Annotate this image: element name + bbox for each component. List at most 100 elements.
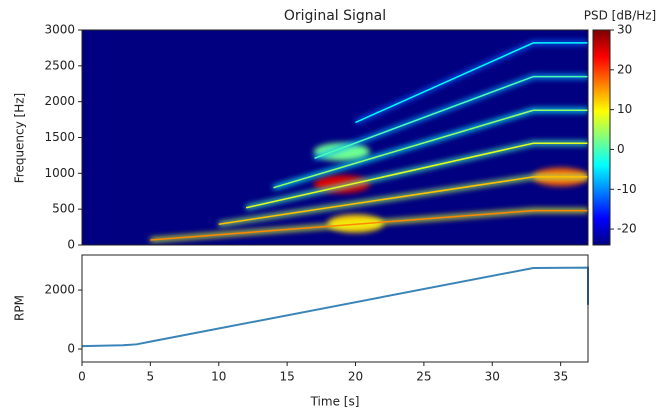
y-tick-label: 0 (67, 238, 75, 252)
y-tick-label: 500 (52, 202, 75, 216)
colorbar-cell (593, 49, 610, 52)
colorbar-cell (593, 131, 610, 134)
colorbar-cell (593, 193, 610, 197)
y-tick-label: 1000 (44, 166, 75, 180)
colorbar-cell (593, 236, 610, 240)
colorbar-cell (593, 189, 610, 192)
colorbar-cell (593, 92, 610, 95)
colorbar-cell (593, 62, 610, 65)
colorbar-cell (593, 70, 610, 74)
colorbar-cell (593, 45, 610, 48)
colorbar-tick-label: 20 (617, 62, 632, 76)
y-tick-label: 2000 (44, 283, 75, 297)
colorbar-cell (593, 124, 610, 128)
colorbar-cell (593, 128, 610, 132)
colorbar-cell (593, 126, 610, 130)
colorbar-label: PSD [dB/Hz] (584, 9, 657, 23)
colorbar-cell (593, 139, 610, 143)
colorbar-cell (593, 90, 610, 93)
colorbar-cell (593, 36, 610, 40)
background (82, 30, 588, 245)
colorbar-cell (593, 73, 610, 76)
y-axis-label: RPM (13, 295, 27, 321)
colorbar-tick-label: -10 (617, 182, 637, 196)
colorbar-cell (593, 208, 610, 212)
colorbar-cell (593, 94, 610, 98)
colorbar-cell (593, 107, 610, 111)
colorbar-cell (593, 143, 610, 147)
colorbar-cell (593, 34, 610, 37)
colorbar-cell (593, 204, 610, 207)
colorbar-cell (593, 171, 610, 175)
colorbar-cell (593, 176, 610, 179)
colorbar-tick-label: -20 (617, 222, 637, 236)
colorbar-cell (593, 212, 610, 216)
colorbar-cell (593, 182, 610, 186)
colorbar-cell (593, 240, 610, 244)
colorbar-cell (593, 163, 610, 166)
colorbar-cell (593, 206, 610, 209)
colorbar-cell (593, 184, 610, 188)
colorbar-cell (593, 195, 610, 199)
colorbar-cell (593, 109, 610, 113)
colorbar-cell (593, 156, 610, 160)
colorbar-cell (593, 77, 610, 80)
colorbar-tick-label: 10 (617, 102, 632, 116)
colorbar-cell (593, 167, 610, 171)
colorbar-cell (593, 105, 610, 108)
y-tick-label: 2500 (44, 58, 75, 72)
colorbar-cell (593, 221, 610, 224)
colorbar-cell (593, 229, 610, 233)
colorbar-tick-label: 30 (617, 23, 632, 37)
colorbar-cell (593, 202, 610, 205)
colorbar-cell (593, 141, 610, 145)
colorbar-cell (593, 32, 610, 35)
colorbar-cell (593, 42, 610, 46)
ridge-core (245, 142, 588, 209)
colorbar-cell (593, 133, 610, 136)
colorbar-cell (593, 64, 610, 68)
colorbar-tick-label: 0 (617, 142, 625, 156)
y-tick-label: 3000 (44, 23, 75, 37)
colorbar-cell (593, 55, 610, 59)
colorbar-cell (593, 100, 610, 104)
colorbar-cell (593, 225, 610, 229)
ridge-core (218, 176, 588, 225)
colorbar-cell (593, 169, 610, 173)
colorbar-cell (593, 81, 610, 85)
colorbar-cell (593, 217, 610, 220)
colorbar-cell (593, 242, 610, 246)
colorbar-cell (593, 66, 610, 70)
colorbar-cell (593, 98, 610, 102)
colorbar-cell (593, 96, 610, 100)
x-axis-label: Time [s] (310, 395, 360, 409)
colorbar-cell (593, 122, 610, 126)
colorbar-cell (593, 79, 610, 83)
colorbar-cell (593, 159, 610, 162)
colorbar-cell (593, 199, 610, 203)
colorbar-cell (593, 111, 610, 115)
line (81, 266, 589, 348)
colorbar-cell (593, 88, 610, 91)
colorbar-cell (593, 38, 610, 42)
colorbar-cell (593, 165, 610, 169)
colorbar-cell (593, 118, 610, 121)
hotspot (313, 142, 370, 161)
colorbar-cell (593, 47, 610, 50)
ridge-core (273, 109, 588, 189)
x-tick-label: 20 (348, 370, 363, 384)
colorbar-cell (593, 161, 610, 164)
x-tick-label: 5 (147, 370, 155, 384)
colorbar-cell (593, 150, 610, 154)
axes-frame (81, 254, 589, 363)
colorbar-cell (593, 238, 610, 242)
x-tick-label: 15 (279, 370, 294, 384)
colorbar-cell (593, 232, 610, 235)
colorbar-cell (593, 116, 610, 119)
colorbar-cell (593, 103, 610, 106)
colorbar-cell (593, 135, 610, 138)
colorbar-cell (593, 180, 610, 184)
x-tick-label: 10 (211, 370, 226, 384)
ridge-core (355, 42, 588, 124)
